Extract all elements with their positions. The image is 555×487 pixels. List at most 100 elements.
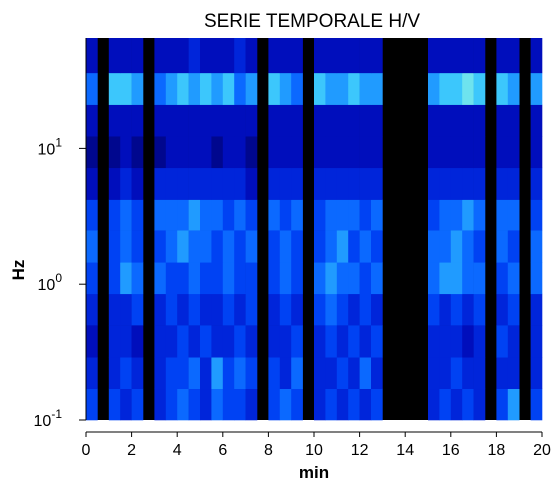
heatmap-cell <box>245 357 258 390</box>
heatmap-cell <box>371 136 383 169</box>
heatmap-cell <box>131 72 144 105</box>
heatmap-cell <box>279 357 292 390</box>
heatmap-cell <box>245 104 258 137</box>
heatmap-cell <box>359 230 372 263</box>
heatmap-cell <box>200 167 212 200</box>
heatmap-cell <box>450 38 463 74</box>
heatmap-cell <box>496 136 509 169</box>
heatmap-cell <box>462 136 474 169</box>
heatmap-cell <box>268 167 281 200</box>
heatmap-cell <box>200 357 212 390</box>
heatmap-cell <box>462 38 474 74</box>
heatmap-cell <box>496 167 509 200</box>
heatmap-cell <box>222 357 235 390</box>
heatmap-cell <box>177 199 189 231</box>
x-tick-label: 2 <box>127 442 136 459</box>
heatmap-cell <box>200 325 212 358</box>
heatmap-cell <box>439 388 452 421</box>
heatmap-cell <box>314 72 326 105</box>
heatmap-cell <box>268 104 281 137</box>
heatmap-cell <box>473 199 486 231</box>
heatmap-cell <box>245 388 258 421</box>
heatmap-cell <box>120 388 132 421</box>
heatmap-cell <box>154 167 167 200</box>
heatmap-cell <box>507 293 520 326</box>
heatmap-cell <box>200 388 212 421</box>
heatmap-cell <box>188 230 201 263</box>
heatmap-cell <box>428 357 440 390</box>
heatmap-cell <box>336 230 349 263</box>
heatmap-cell <box>336 388 349 421</box>
heatmap-cell <box>336 104 349 137</box>
heatmap-cell <box>428 72 440 105</box>
heatmap-cell <box>108 199 121 231</box>
heatmap-cell <box>120 72 132 105</box>
heatmap-cell <box>200 136 212 169</box>
heatmap-cell <box>359 262 372 295</box>
heatmap-cell <box>108 136 121 169</box>
heatmap-cell <box>336 357 349 390</box>
heatmap-cell <box>314 325 326 358</box>
heatmap-cell <box>314 136 326 169</box>
heatmap-cell <box>211 104 224 137</box>
heatmap-cell <box>268 388 281 421</box>
heatmap-cell <box>348 38 360 74</box>
heatmap-cell <box>496 72 509 105</box>
heatmap-cell <box>154 199 167 231</box>
heatmap-cell <box>245 72 258 105</box>
heatmap-cell <box>473 136 486 169</box>
heatmap-cell <box>268 357 281 390</box>
heatmap-cell <box>234 230 246 263</box>
heatmap-cell <box>222 388 235 421</box>
heatmap-cell <box>177 325 189 358</box>
heatmap-cell <box>131 167 144 200</box>
y-tick-exponent: -1 <box>51 407 62 421</box>
heatmap-cell <box>131 136 144 169</box>
heatmap-cell <box>507 104 520 137</box>
heatmap-cell <box>154 38 167 74</box>
heatmap-cell <box>120 104 132 137</box>
heatmap-cell <box>325 72 338 105</box>
heatmap-cell <box>359 325 372 358</box>
heatmap-cell <box>86 357 98 390</box>
heatmap-cell <box>165 136 178 169</box>
heatmap-cell <box>371 357 383 390</box>
heatmap-cell <box>530 262 543 295</box>
heatmap-cell <box>131 357 144 390</box>
heatmap-cell <box>222 262 235 295</box>
heatmap-cell <box>496 325 509 358</box>
heatmap-cell <box>211 136 224 169</box>
heatmap-cell <box>165 388 178 421</box>
heatmap-cell <box>108 325 121 358</box>
heatmap-cell <box>291 388 303 421</box>
heatmap-cell <box>200 72 212 105</box>
heatmap-cell <box>439 262 452 295</box>
heatmap-cell <box>336 167 349 200</box>
heatmap-cell <box>245 136 258 169</box>
x-tick-label: 8 <box>264 442 273 459</box>
heatmap-cell <box>154 388 167 421</box>
heatmap-cell <box>120 230 132 263</box>
heatmap-cell <box>473 72 486 105</box>
heatmap-cell <box>188 199 201 231</box>
heatmap-cell <box>200 38 212 74</box>
heatmap-cell <box>450 230 463 263</box>
heatmap-cell <box>371 199 383 231</box>
heatmap-cell <box>222 104 235 137</box>
heatmap-cell <box>86 325 98 358</box>
x-axis-label: min <box>299 463 329 482</box>
heatmap-cell <box>496 388 509 421</box>
heatmap-cell <box>211 72 224 105</box>
heatmap-cell <box>268 230 281 263</box>
heatmap-cell <box>325 38 338 74</box>
heatmap-cell <box>336 136 349 169</box>
heatmap-cell <box>86 136 98 169</box>
heatmap-cell <box>314 388 326 421</box>
heatmap-cell <box>268 325 281 358</box>
heatmap-cell <box>279 199 292 231</box>
heatmap-cell <box>279 293 292 326</box>
heatmap-cell <box>245 38 258 74</box>
x-tick-label: 14 <box>396 442 414 459</box>
heatmap-cell <box>496 38 509 74</box>
